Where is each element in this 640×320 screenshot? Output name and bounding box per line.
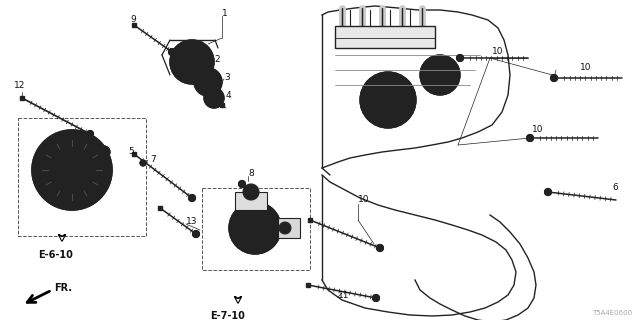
Text: 13: 13	[186, 218, 198, 227]
Circle shape	[372, 294, 380, 301]
Text: 10: 10	[532, 125, 543, 134]
Text: 9: 9	[130, 15, 136, 25]
Text: FR.: FR.	[54, 283, 72, 293]
Circle shape	[434, 69, 446, 81]
Text: 10: 10	[580, 63, 591, 73]
Text: 1: 1	[222, 10, 228, 19]
Circle shape	[185, 55, 199, 69]
Circle shape	[65, 163, 79, 177]
Text: T5A4E0600: T5A4E0600	[592, 310, 632, 316]
Bar	[278, 218, 300, 238]
Text: 2: 2	[214, 55, 220, 65]
Circle shape	[420, 55, 460, 95]
Circle shape	[527, 134, 534, 141]
Circle shape	[243, 184, 259, 200]
Circle shape	[376, 244, 383, 252]
Circle shape	[177, 47, 207, 77]
Text: 11: 11	[338, 291, 349, 300]
Circle shape	[279, 222, 291, 234]
Circle shape	[193, 230, 200, 237]
Circle shape	[58, 156, 86, 184]
Text: 7: 7	[150, 156, 156, 164]
Circle shape	[545, 188, 552, 196]
Circle shape	[32, 130, 112, 210]
Circle shape	[140, 160, 146, 166]
Circle shape	[189, 59, 195, 65]
Circle shape	[204, 88, 224, 108]
Text: 10: 10	[492, 47, 504, 57]
Circle shape	[204, 78, 212, 86]
Text: 4: 4	[226, 91, 232, 100]
Bar	[335, 26, 435, 48]
Circle shape	[239, 180, 246, 188]
Circle shape	[250, 223, 260, 233]
Text: E-6-10: E-6-10	[38, 250, 73, 260]
Circle shape	[50, 148, 94, 192]
Bar	[202, 188, 310, 270]
Circle shape	[360, 72, 416, 128]
Text: 12: 12	[14, 81, 26, 90]
Text: 5: 5	[128, 148, 134, 156]
Text: 8: 8	[248, 170, 253, 179]
Circle shape	[211, 95, 216, 100]
Circle shape	[168, 49, 175, 55]
Text: 3: 3	[224, 74, 230, 83]
Circle shape	[229, 202, 281, 254]
Text: 10: 10	[358, 196, 369, 204]
Circle shape	[189, 195, 195, 202]
Circle shape	[199, 73, 217, 91]
Circle shape	[86, 131, 93, 138]
Circle shape	[550, 75, 557, 82]
Circle shape	[194, 68, 222, 96]
Circle shape	[383, 95, 393, 105]
Circle shape	[170, 40, 214, 84]
Bar	[235, 192, 267, 210]
Text: 6: 6	[612, 183, 618, 193]
Text: E-7-10: E-7-10	[210, 311, 245, 320]
Circle shape	[456, 54, 463, 61]
Circle shape	[208, 92, 220, 104]
Bar	[18, 118, 146, 236]
Circle shape	[98, 146, 110, 158]
